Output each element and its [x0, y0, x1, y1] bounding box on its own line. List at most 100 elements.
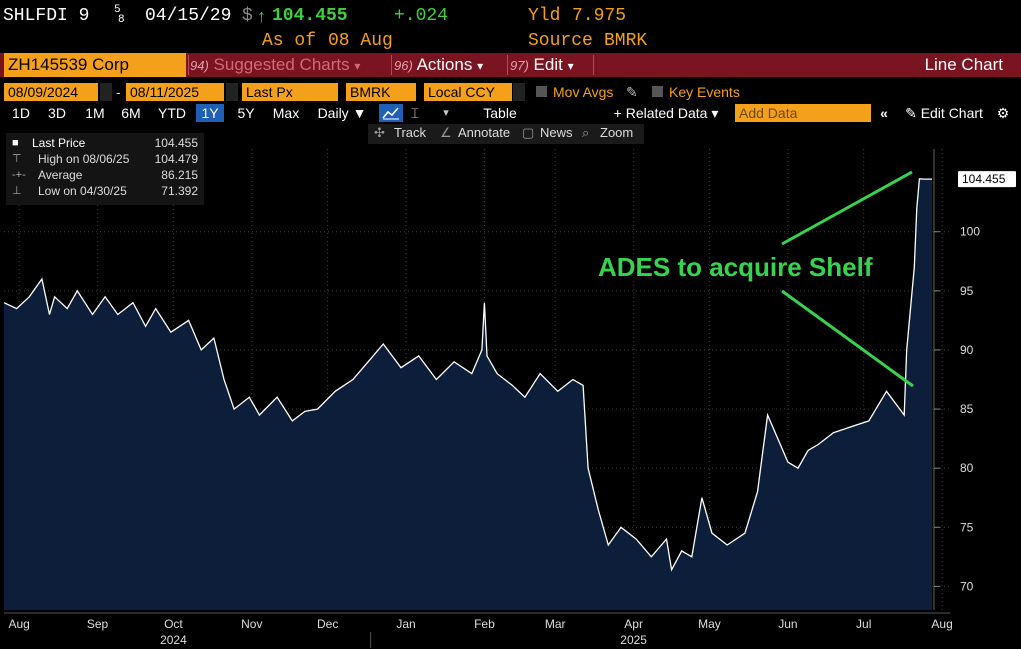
menu-divider	[593, 55, 594, 75]
related-data-button[interactable]: + Related Data ▾	[613, 105, 719, 121]
menu-divider	[391, 55, 392, 75]
menu-divider	[507, 55, 508, 75]
low-marker-icon: ⊥	[12, 185, 22, 197]
edit-chart-label: Edit Chart	[920, 105, 983, 121]
news-button[interactable]: News	[540, 125, 573, 140]
x-month-label: Aug	[931, 617, 952, 631]
zoom-button[interactable]: Zoom	[600, 125, 634, 140]
legend-value: 71.392	[161, 184, 198, 198]
frequency-select[interactable]: Daily ▼	[317, 105, 367, 121]
chevron-down-icon: ▾	[477, 59, 484, 73]
legend-item-average: -+- Average 86.215	[6, 168, 204, 183]
y-tick-label: 75	[960, 520, 974, 534]
actions-menu[interactable]: 96) Actions ▾	[394, 53, 483, 77]
menu-bar: ZH145539 Corp 94) Suggested Charts ▾ 96)…	[0, 53, 1021, 77]
security-field[interactable]: ZH145539 Corp	[4, 53, 186, 77]
key-events-checkbox[interactable]	[652, 86, 663, 97]
range-button-max[interactable]: Max	[272, 105, 300, 121]
mov-avgs-checkbox[interactable]	[536, 86, 547, 97]
chart-type-title: Line Chart	[924, 55, 1003, 74]
edit-chart-button[interactable]: ✎ Edit Chart	[898, 104, 990, 122]
chevron-down-icon[interactable]: ▾	[443, 107, 449, 119]
source-value: BMRK	[604, 31, 648, 51]
pencil-icon[interactable]: ✎	[626, 84, 638, 100]
track-button[interactable]: Track	[394, 125, 427, 140]
as-of-date: 08 Aug	[328, 31, 393, 51]
news-icon: ▢	[522, 125, 535, 140]
y-tick-label: 90	[960, 343, 974, 357]
price-change: +.024	[394, 6, 449, 26]
y-tick-label: 95	[960, 284, 974, 298]
y-axis: 70 75 80 85 90 95 100 104.455	[933, 149, 1016, 610]
y-tick-label: 70	[960, 579, 974, 593]
price-area-fill	[4, 178, 932, 611]
x-month-label: Mar	[545, 617, 566, 631]
x-month-label: Sep	[87, 617, 109, 631]
price-area	[3, 178, 932, 611]
yield-label: Yld	[528, 6, 561, 26]
add-data-input[interactable]: Add Data	[735, 104, 871, 122]
chevron-down-icon: ▾	[354, 59, 361, 73]
annotation-line-lower	[781, 289, 914, 388]
actions-number: 96)	[394, 58, 413, 73]
key-events-label: Key Events	[669, 84, 740, 100]
chevron-down-icon[interactable]	[513, 83, 525, 101]
coupon-fraction-denominator: 8	[118, 14, 125, 26]
range-button-3d[interactable]: 3D	[48, 105, 66, 121]
collapse-icon[interactable]: «	[880, 105, 888, 121]
gear-icon[interactable]: ⚙	[996, 105, 1010, 121]
range-button-ytd[interactable]: YTD	[158, 105, 186, 121]
y-tick-label: 100	[960, 225, 980, 239]
calendar-icon[interactable]	[100, 83, 112, 101]
high-marker-icon: ⊤	[12, 153, 22, 165]
chart-tools: ✣ Track ∠ Annotate ▢ News ⌕ Zoom	[368, 124, 644, 144]
range-bar: 1D 3D 1M 6M YTD 1Y 5Y Max Daily ▼ ⌶ ▾ Ta…	[0, 103, 1021, 123]
price-field-select[interactable]: Last Px	[242, 83, 338, 101]
x-month-label: Jul	[856, 617, 871, 631]
suggested-charts-menu[interactable]: 94) Suggested Charts ▾	[190, 53, 360, 77]
legend-value: 86.215	[161, 168, 198, 182]
legend-item-high: ⊤ High on 08/06/25 104.479	[6, 152, 204, 167]
zoom-icon: ⌕	[582, 125, 590, 140]
edit-menu[interactable]: 97) Edit ▾	[510, 53, 574, 77]
legend-label: Low on 04/30/25	[38, 184, 127, 198]
end-date-field[interactable]: 08/11/2025	[126, 83, 224, 101]
bar-chart-icon[interactable]: ⌶	[410, 105, 420, 121]
legend-swatch-icon: ■	[12, 137, 19, 149]
calendar-icon[interactable]	[226, 83, 238, 101]
x-month-label: Dec	[317, 617, 338, 631]
x-month-label: Feb	[474, 617, 495, 631]
suggested-label: Suggested Charts	[213, 55, 350, 74]
legend-value: 104.479	[154, 152, 198, 166]
range-button-1d[interactable]: 1D	[12, 105, 30, 121]
annotate-icon: ∠	[440, 125, 452, 140]
table-button[interactable]: Table	[483, 105, 517, 121]
x-year-label: 2024	[160, 633, 187, 647]
legend-item-low: ⊥ Low on 04/30/25 71.392	[6, 184, 204, 199]
y-tick-label: 85	[960, 402, 974, 416]
edit-number: 97)	[510, 58, 529, 73]
maturity-date: 04/15/29	[145, 6, 232, 26]
range-button-1y[interactable]: 1Y	[196, 104, 224, 122]
suggested-number: 94)	[190, 58, 209, 73]
last-value-label: 104.455	[962, 172, 1006, 186]
start-date-field[interactable]: 08/09/2024	[4, 83, 98, 101]
chevron-down-icon: ▾	[567, 59, 574, 73]
up-arrow-icon: ↑	[257, 6, 266, 26]
range-button-6m[interactable]: 6M	[121, 105, 141, 121]
annotation-text: ADES to acquire Shelf	[598, 252, 873, 282]
range-button-1m[interactable]: 1M	[85, 105, 105, 121]
range-button-5y[interactable]: 5Y	[237, 105, 255, 121]
x-month-label: Aug	[8, 617, 29, 631]
price-line	[3, 178, 932, 572]
x-month-label: Nov	[241, 617, 262, 631]
currency-select[interactable]: Local CCY	[424, 83, 512, 101]
annotate-button[interactable]: Annotate	[458, 125, 511, 140]
price-chart[interactable]: 70 75 80 85 90 95 100 104.455 Aug Sep Oct Nov Dec Ja…	[0, 147, 1021, 649]
y-tick-label: 80	[960, 461, 974, 475]
menu-divider	[188, 55, 189, 75]
quote-header: SHLFDI 9 5 8 04/15/29 $ ↑ 104.455 +.024 …	[0, 0, 1021, 52]
source-select[interactable]: BMRK	[346, 83, 416, 101]
currency-symbol: $	[242, 6, 253, 26]
line-chart-icon[interactable]	[379, 104, 403, 122]
